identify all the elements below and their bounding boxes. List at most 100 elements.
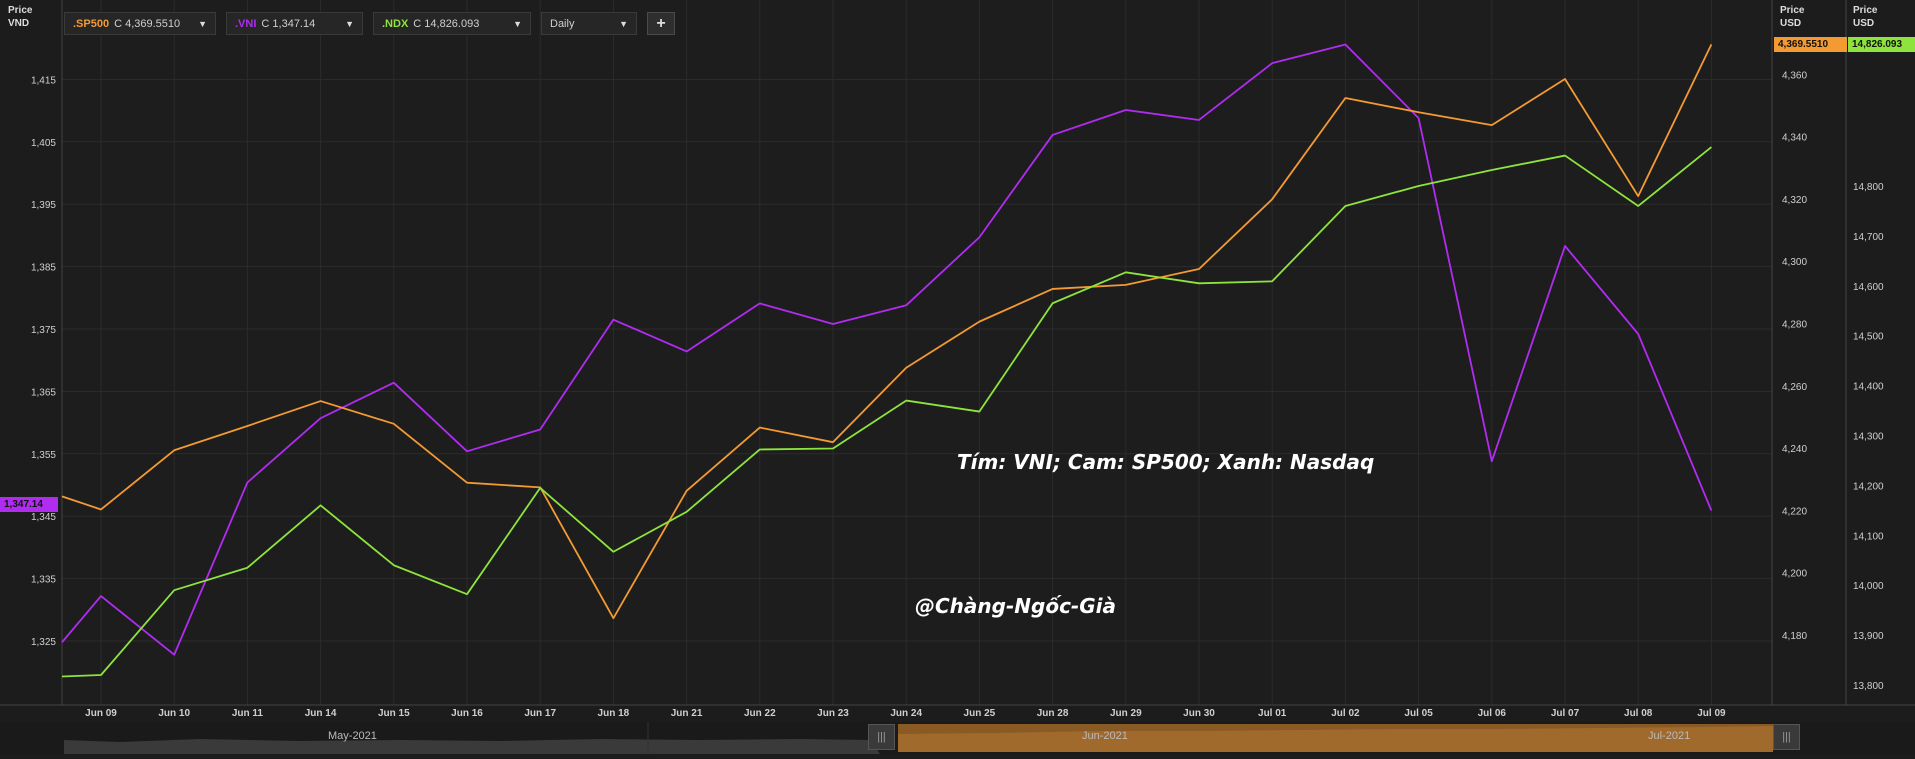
symbol-sp500-selector[interactable]: .SP500 C 4,369.5510 ▼ <box>64 12 216 35</box>
ndx-tick-label: 14,800 <box>1853 182 1884 193</box>
series-line-ndx <box>61 146 1712 678</box>
sp500-tick-label: 4,320 <box>1782 195 1807 206</box>
symbol-toolbar: .SP500 C 4,369.5510 ▼ .VNI C 1,347.14 ▼ … <box>64 12 675 35</box>
vni-tick-label: 1,405 <box>31 138 56 149</box>
x-tick-label: Jun 21 <box>671 708 703 719</box>
x-tick-label: Jun 24 <box>890 708 922 719</box>
symbol-ndx-selector[interactable]: .NDX C 14,826.093 ▼ <box>373 12 531 35</box>
series-lines <box>61 43 1713 678</box>
x-tick-label: Jun 17 <box>524 708 556 719</box>
sp500-last-value-tag: 4,369.5510 <box>1774 37 1847 52</box>
navigator-month-may: May-2021 <box>328 730 377 742</box>
symbol-ndx-value: C 14,826.093 <box>413 17 480 30</box>
left-axis-title: Price <box>8 5 33 16</box>
ndx-tick-label: 14,200 <box>1853 481 1884 492</box>
vni-tick-label: 1,385 <box>31 263 56 274</box>
plot-area <box>62 0 1772 705</box>
x-tick-label: Jun 23 <box>817 708 849 719</box>
x-tick-label: Jul 09 <box>1697 708 1726 719</box>
sp500-tick-label: 4,180 <box>1782 631 1807 642</box>
navigator-overview <box>0 722 1915 754</box>
vni-tick-label: 1,415 <box>31 75 56 86</box>
x-tick-label: Jun 28 <box>1037 708 1069 719</box>
navigator-month-jun: Jun-2021 <box>1082 730 1128 742</box>
sp500-tick-label: 4,360 <box>1782 70 1807 81</box>
add-symbol-button[interactable]: + <box>647 12 675 35</box>
symbol-vni-value: C 1,347.14 <box>261 17 316 30</box>
legend-annotation: Tím: VNI; Cam: SP500; Xanh: Nasdaq <box>957 450 1375 474</box>
ndx-tick-label: 13,900 <box>1853 631 1884 642</box>
x-tick-label: Jul 07 <box>1551 708 1580 719</box>
right-axis-ndx: 13,800 13,900 14,000 14,100 14,200 14,300 14,4… <box>1853 182 1884 692</box>
ndx-tick-label: 14,700 <box>1853 232 1884 243</box>
chevron-down-icon[interactable]: ▼ <box>198 18 207 29</box>
right-axis-sp500-header: Price USD <box>1780 4 1804 30</box>
x-tick-label: Jul 02 <box>1331 708 1360 719</box>
interval-select[interactable]: Daily ▼ <box>541 12 637 35</box>
sp500-tick-label: 4,240 <box>1782 444 1807 455</box>
sp500-tick-label: 4,260 <box>1782 382 1807 393</box>
symbol-vni-name: .VNI <box>235 17 257 30</box>
price-chart[interactable]: 1,325 1,335 1,345 1,355 1,365 1,375 1,385 1,395… <box>0 0 1915 722</box>
ndx-tick-label: 13,800 <box>1853 681 1884 692</box>
vni-tick-label: 1,365 <box>31 387 56 398</box>
right-axis-ndx-title: Price <box>1853 5 1878 16</box>
sp500-tick-label: 4,200 <box>1782 569 1807 580</box>
right-axis-ndx-header: Price USD <box>1853 4 1877 30</box>
x-tick-label: Jun 29 <box>1110 708 1142 719</box>
vni-tick-label: 1,375 <box>31 325 56 336</box>
grid-lines <box>62 0 1772 705</box>
axis-lines <box>0 0 1915 706</box>
symbol-sp500-name: .SP500 <box>73 17 110 30</box>
sp500-tick-label: 4,340 <box>1782 133 1807 144</box>
vni-tick-label: 1,395 <box>31 200 56 211</box>
chevron-down-icon[interactable]: ▼ <box>345 18 354 29</box>
ndx-tick-label: 14,400 <box>1853 382 1884 393</box>
sp500-tick-label: 4,300 <box>1782 257 1807 268</box>
left-axis-unit: VND <box>8 18 30 29</box>
x-tick-label: Jun 11 <box>232 708 264 719</box>
x-tick-label: Jul 05 <box>1404 708 1433 719</box>
ndx-last-value-tag: 14,826.093 <box>1848 37 1915 52</box>
x-tick-label: Jun 10 <box>158 708 190 719</box>
vni-last-value-tag: 1,347.14 <box>0 497 58 512</box>
ndx-tick-label: 14,600 <box>1853 282 1884 293</box>
ndx-tick-label: 14,300 <box>1853 432 1884 443</box>
right-axis-sp500: 4,180 4,200 4,220 4,240 4,260 4,280 4,300 4,320… <box>1782 70 1807 642</box>
symbol-ndx-name: .NDX <box>382 17 409 30</box>
x-tick-label: Jun 09 <box>85 708 117 719</box>
symbol-vni-selector[interactable]: .VNI C 1,347.14 ▼ <box>226 12 363 35</box>
x-tick-label: Jun 15 <box>378 708 410 719</box>
symbol-sp500-value: C 4,369.5510 <box>114 17 181 30</box>
ndx-tick-label: 14,100 <box>1853 531 1884 542</box>
x-tick-label: Jun 30 <box>1183 708 1215 719</box>
left-axis-header: Price VND <box>8 4 32 30</box>
right-axis-sp500-unit: USD <box>1780 18 1802 29</box>
x-tick-label: Jun 14 <box>305 708 337 719</box>
right-axis-ndx-unit: USD <box>1853 18 1875 29</box>
vni-tick-label: 1,325 <box>31 637 56 648</box>
navigator-month-jul: Jul-2021 <box>1648 730 1691 742</box>
sp500-tick-label: 4,280 <box>1782 320 1807 331</box>
sp500-tick-label: 4,220 <box>1782 506 1807 517</box>
navigator-left-handle[interactable]: ||| <box>868 724 895 750</box>
vni-tick-label: 1,345 <box>31 512 56 523</box>
interval-value: Daily <box>550 17 575 30</box>
navigator-right-handle[interactable]: ||| <box>1773 724 1800 750</box>
x-tick-label: Jun 18 <box>598 708 630 719</box>
x-tick-label: Jul 08 <box>1624 708 1653 719</box>
vni-tick-label: 1,355 <box>31 450 56 461</box>
series-line-sp500 <box>61 44 1713 620</box>
chevron-down-icon[interactable]: ▼ <box>513 18 522 29</box>
series-line-vni <box>61 43 1713 656</box>
x-tick-label: Jul 01 <box>1258 708 1287 719</box>
navigator-bar[interactable] <box>0 722 1915 754</box>
x-tick-label: Jun 16 <box>451 708 483 719</box>
x-tick-label: Jul 06 <box>1478 708 1507 719</box>
right-axis-sp500-title: Price <box>1780 5 1805 16</box>
watermark-text: @Chàng-Ngốc-Già <box>915 594 1116 618</box>
chevron-down-icon[interactable]: ▼ <box>619 18 628 29</box>
x-tick-label: Jun 25 <box>964 708 996 719</box>
vni-tick-label: 1,335 <box>31 575 56 586</box>
ndx-tick-label: 14,500 <box>1853 332 1884 343</box>
